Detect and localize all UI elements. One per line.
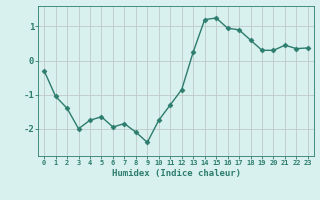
X-axis label: Humidex (Indice chaleur): Humidex (Indice chaleur) <box>111 169 241 178</box>
